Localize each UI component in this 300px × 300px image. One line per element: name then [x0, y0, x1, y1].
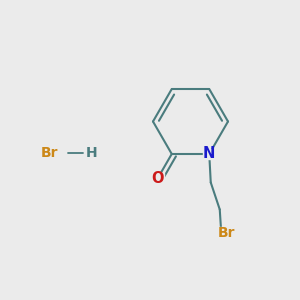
Bar	[87, 148, 96, 158]
Text: Br: Br	[218, 226, 236, 240]
Bar	[203, 148, 216, 159]
Bar	[40, 148, 58, 158]
Text: Br: Br	[41, 146, 58, 160]
Text: N: N	[203, 146, 215, 161]
Text: O: O	[152, 171, 164, 186]
Bar	[218, 227, 236, 238]
Text: H: H	[86, 146, 97, 160]
Bar	[152, 173, 164, 184]
